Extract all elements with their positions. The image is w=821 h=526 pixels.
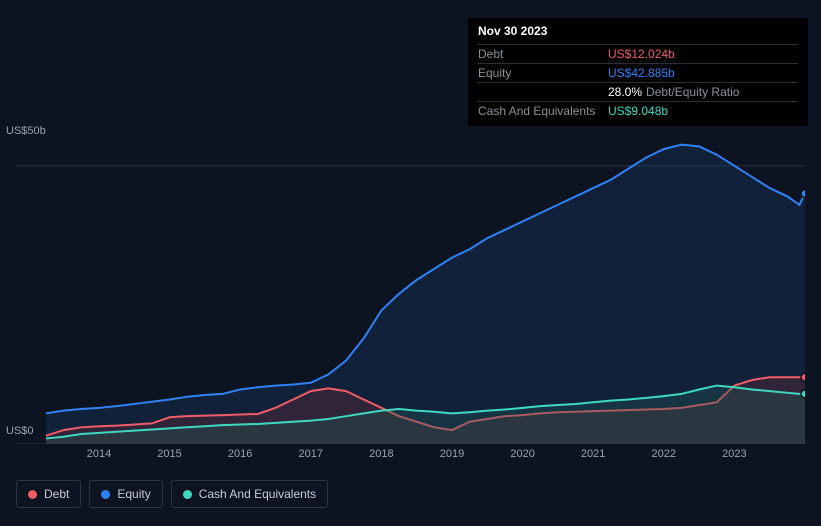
tooltip-date: Nov 30 2023 xyxy=(478,24,798,42)
legend-item-cash[interactable]: Cash And Equivalents xyxy=(171,480,328,508)
tooltip-row: 28.0% Debt/Equity Ratio xyxy=(478,82,798,101)
series-endpoint-debt xyxy=(801,373,805,381)
tooltip-row-label: Equity xyxy=(478,66,608,80)
tooltip-row-value: US$12.024b xyxy=(608,47,675,61)
x-axis-tick: 2018 xyxy=(369,448,393,460)
tooltip-rows: DebtUS$12.024bEquityUS$42.885b28.0%Debt/… xyxy=(478,44,798,120)
x-axis-tick: 2014 xyxy=(87,448,111,460)
tooltip-row-value: US$9.048b xyxy=(608,104,668,118)
series-endpoint-equity xyxy=(801,190,805,198)
x-axis-tick: 2016 xyxy=(228,448,252,460)
chart-tooltip: Nov 30 2023 DebtUS$12.024bEquityUS$42.88… xyxy=(468,18,808,126)
x-axis-tick: 2017 xyxy=(299,448,323,460)
x-axis-tick: 2023 xyxy=(722,448,746,460)
tooltip-row-label: Debt xyxy=(478,47,608,61)
tooltip-row-suffix: Debt/Equity Ratio xyxy=(646,85,739,99)
x-axis-tick: 2021 xyxy=(581,448,605,460)
chart-area[interactable] xyxy=(16,124,805,444)
chart-svg xyxy=(16,124,805,444)
x-axis-tick: 2019 xyxy=(440,448,464,460)
tooltip-row-label xyxy=(478,85,608,99)
tooltip-row: EquityUS$42.885b xyxy=(478,63,798,82)
legend-item-debt[interactable]: Debt xyxy=(16,480,81,508)
x-axis: 2014 2015 2016 2017 2018 2019 2020 2021 2022 2023 xyxy=(16,448,805,464)
tooltip-row-value: 28.0% xyxy=(608,85,642,99)
x-axis-tick: 2022 xyxy=(652,448,676,460)
legend-label: Cash And Equivalents xyxy=(199,487,316,501)
legend-swatch-icon xyxy=(183,490,192,499)
tooltip-row-label: Cash And Equivalents xyxy=(478,104,608,118)
legend-swatch-icon xyxy=(28,490,37,499)
tooltip-row: DebtUS$12.024b xyxy=(478,44,798,63)
series-endpoint-cash xyxy=(801,390,805,398)
x-axis-tick: 2015 xyxy=(157,448,181,460)
legend-label: Equity xyxy=(117,487,150,501)
legend-label: Debt xyxy=(44,487,69,501)
legend-item-equity[interactable]: Equity xyxy=(89,480,162,508)
tooltip-row-value: US$42.885b xyxy=(608,66,675,80)
legend-swatch-icon xyxy=(101,490,110,499)
x-axis-tick: 2020 xyxy=(510,448,534,460)
tooltip-row: Cash And EquivalentsUS$9.048b xyxy=(478,101,798,120)
legend: Debt Equity Cash And Equivalents xyxy=(16,480,328,508)
